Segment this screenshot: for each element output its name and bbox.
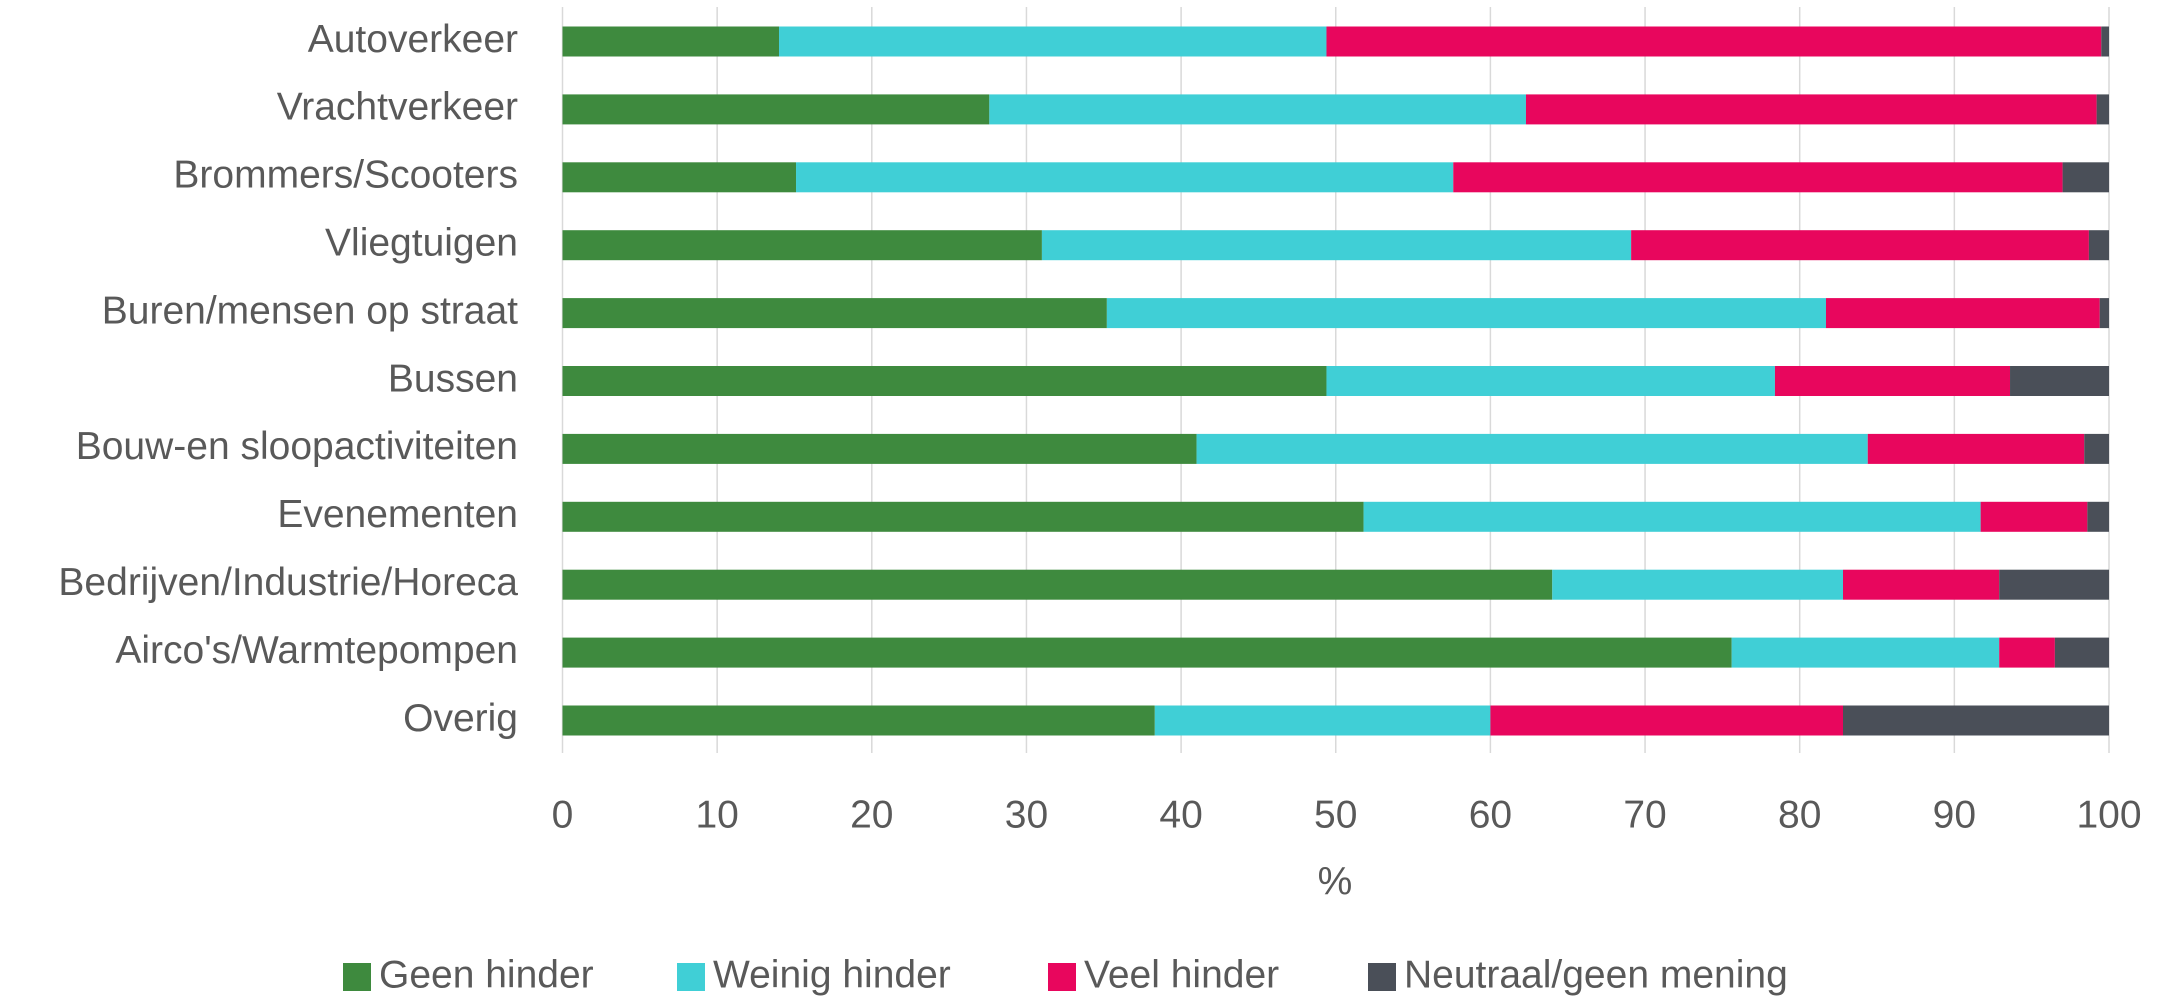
x-tick-label: 50 [1314,793,1357,836]
bar-segment [2096,94,2109,125]
bar-segment [2087,501,2109,532]
bar-segment [562,26,780,57]
bar-segment [1041,230,1632,261]
legend-swatch [343,963,371,991]
bar-segment [1363,501,1981,532]
legend-swatch [1368,963,1396,991]
y-tick-label: Brommers/Scooters [173,154,518,197]
bar-segment [796,162,1454,193]
y-tick-label: Overig [403,697,518,740]
y-tick-label: Buren/mensen op straat [102,289,518,332]
bar-segment [562,366,1327,396]
legend-label: Neutraal/geen mening [1404,953,1788,996]
y-tick-label: Bouw-en sloopactiviteiten [76,425,518,468]
bar-segment [1326,26,2102,57]
bar-segment [1980,501,2088,532]
bar-segment [2101,26,2109,57]
bar-segment [1326,366,1775,396]
x-tick-label: 20 [850,793,893,836]
bar-segment [1825,298,2100,329]
legend-label: Veel hinder [1084,953,1279,996]
legend-label: Weinig hinder [713,953,951,996]
y-tick-label: Vrachtverkeer [277,86,518,129]
bar-segment [2054,637,2109,668]
x-axis-title: % [1318,860,1353,903]
x-tick-label: 40 [1159,793,1202,836]
y-tick-label: Airco's/Warmtepompen [115,629,518,672]
bar-segment [562,433,1197,464]
bar-segment [2088,230,2109,261]
bar-segment [562,230,1042,261]
bar-segment [562,94,990,125]
x-tick-label: 0 [552,793,574,836]
y-tick-label: Vliegtuigen [325,221,518,264]
x-tick-label: 70 [1623,793,1666,836]
legend-swatch [1048,963,1076,991]
bar-segment [1631,230,2089,261]
x-tick-label: 80 [1778,793,1821,836]
x-tick-label: 90 [1933,793,1976,836]
bar-segment [2084,433,2109,464]
x-tick-label: 10 [695,793,738,836]
bar-segment [989,94,1526,125]
bar-segment [562,569,1553,600]
bar-segment [1999,569,2109,600]
bar-segment [1106,298,1826,329]
bar-segment [562,162,797,193]
legend-swatch [677,963,705,991]
bar-segment [779,26,1327,57]
bar-segment [1999,637,2055,668]
x-tick-label: 30 [1005,793,1048,836]
y-tick-label: Autoverkeer [308,18,518,61]
bar-segment [2099,298,2109,329]
bar-segment [1196,433,1868,464]
y-tick-label: Bussen [388,357,518,400]
bar-segment [562,637,1732,668]
bar-segment [1774,366,2011,396]
bar-segment [1490,705,1844,736]
bar-segment [1525,94,2097,125]
bar-segment [1154,705,1491,736]
bar-segment [1731,637,2000,668]
bar-segment [2062,162,2109,193]
bar-segment [1453,162,2063,193]
bar-segment [562,298,1107,329]
bar-segment [562,705,1155,736]
bar-segment [1867,433,2085,464]
y-tick-label: Evenementen [277,493,518,536]
bar-segment [1843,569,2000,600]
y-tick-label: Bedrijven/Industrie/Horeca [58,561,518,604]
bar-segment [1843,705,2109,736]
x-tick-label: 100 [2076,793,2141,836]
x-tick-label: 60 [1469,793,1512,836]
bar-segment [1552,569,1844,600]
bar-segment [2010,366,2109,396]
legend-label: Geen hinder [379,953,594,996]
bar-segment [562,501,1364,532]
